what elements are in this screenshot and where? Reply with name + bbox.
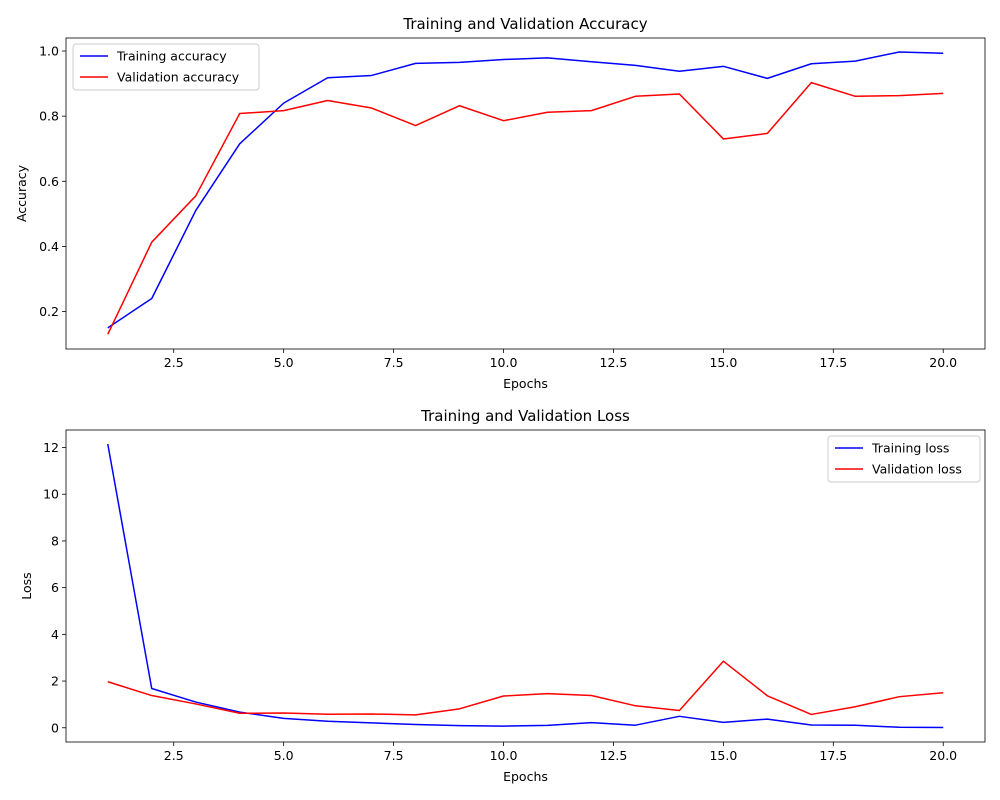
legend: Training accuracy Validation accuracy (72, 43, 260, 91)
x-tick-label: 2.5 (164, 748, 184, 763)
x-tick-label: 20.0 (929, 748, 957, 763)
subplot-2: Training and Validation Loss 2.5 5.0 7.5 10.… (19, 407, 986, 784)
subplot-1: Training and Validation Accuracy 2.5 5.0 7.… (14, 15, 986, 391)
legend-label: Training accuracy (116, 49, 227, 64)
x-axis-label: Epochs (503, 376, 548, 391)
x-tick-label: 7.5 (384, 748, 404, 763)
x-tick-label: 7.5 (384, 355, 404, 370)
y-tick-label: 10 (43, 487, 59, 502)
x-tick-label: 2.5 (164, 355, 184, 370)
x-tick-label: 5.0 (274, 748, 294, 763)
x-tick-label: 15.0 (709, 355, 737, 370)
x-tick-label: 12.5 (600, 355, 628, 370)
series-line-training-accuracy (107, 51, 944, 329)
x-tick-label: 5.0 (274, 355, 294, 370)
x-tick-label: 15.0 (709, 748, 737, 763)
y-axis-label: Accuracy (14, 164, 29, 222)
y-tick-label: 6 (51, 580, 59, 595)
x-axis-label: Epochs (503, 769, 548, 784)
legend-box (827, 435, 981, 483)
legend: Training loss Validation loss (827, 435, 981, 483)
x-tick-label: 12.5 (600, 748, 628, 763)
y-tick-label: 4 (51, 627, 59, 642)
legend-label: Validation loss (872, 462, 962, 477)
y-tick-label: 0.6 (39, 174, 59, 189)
x-tick-label: 17.5 (819, 355, 847, 370)
y-tick-label: 12 (43, 440, 59, 455)
y-tick-label: 0 (51, 720, 59, 735)
y-tick-label: 0.8 (39, 109, 59, 124)
legend-label: Training loss (871, 441, 949, 456)
y-tick-label: 2 (51, 674, 59, 689)
y-tick-label: 8 (51, 533, 59, 548)
x-tick-label: 10.0 (490, 355, 518, 370)
y-tick-label: 1.0 (39, 44, 59, 59)
x-tick-label: 20.0 (929, 355, 957, 370)
legend-label: Validation accuracy (117, 70, 240, 85)
series-line-validation-loss (107, 660, 944, 716)
y-tick-label: 0.4 (39, 239, 59, 254)
axes-frame (65, 37, 986, 350)
chart-title: Training and Validation Accuracy (402, 15, 647, 33)
x-tick-label: 17.5 (819, 748, 847, 763)
chart-title: Training and Validation Loss (420, 407, 630, 425)
axes-frame (65, 429, 986, 743)
legend-box (72, 43, 260, 91)
series-line-training-loss (107, 443, 944, 729)
x-tick-label: 10.0 (490, 748, 518, 763)
y-axis-label: Loss (19, 572, 34, 599)
y-tick-label: 0.2 (39, 304, 59, 319)
series-line-validation-accuracy (107, 81, 944, 335)
